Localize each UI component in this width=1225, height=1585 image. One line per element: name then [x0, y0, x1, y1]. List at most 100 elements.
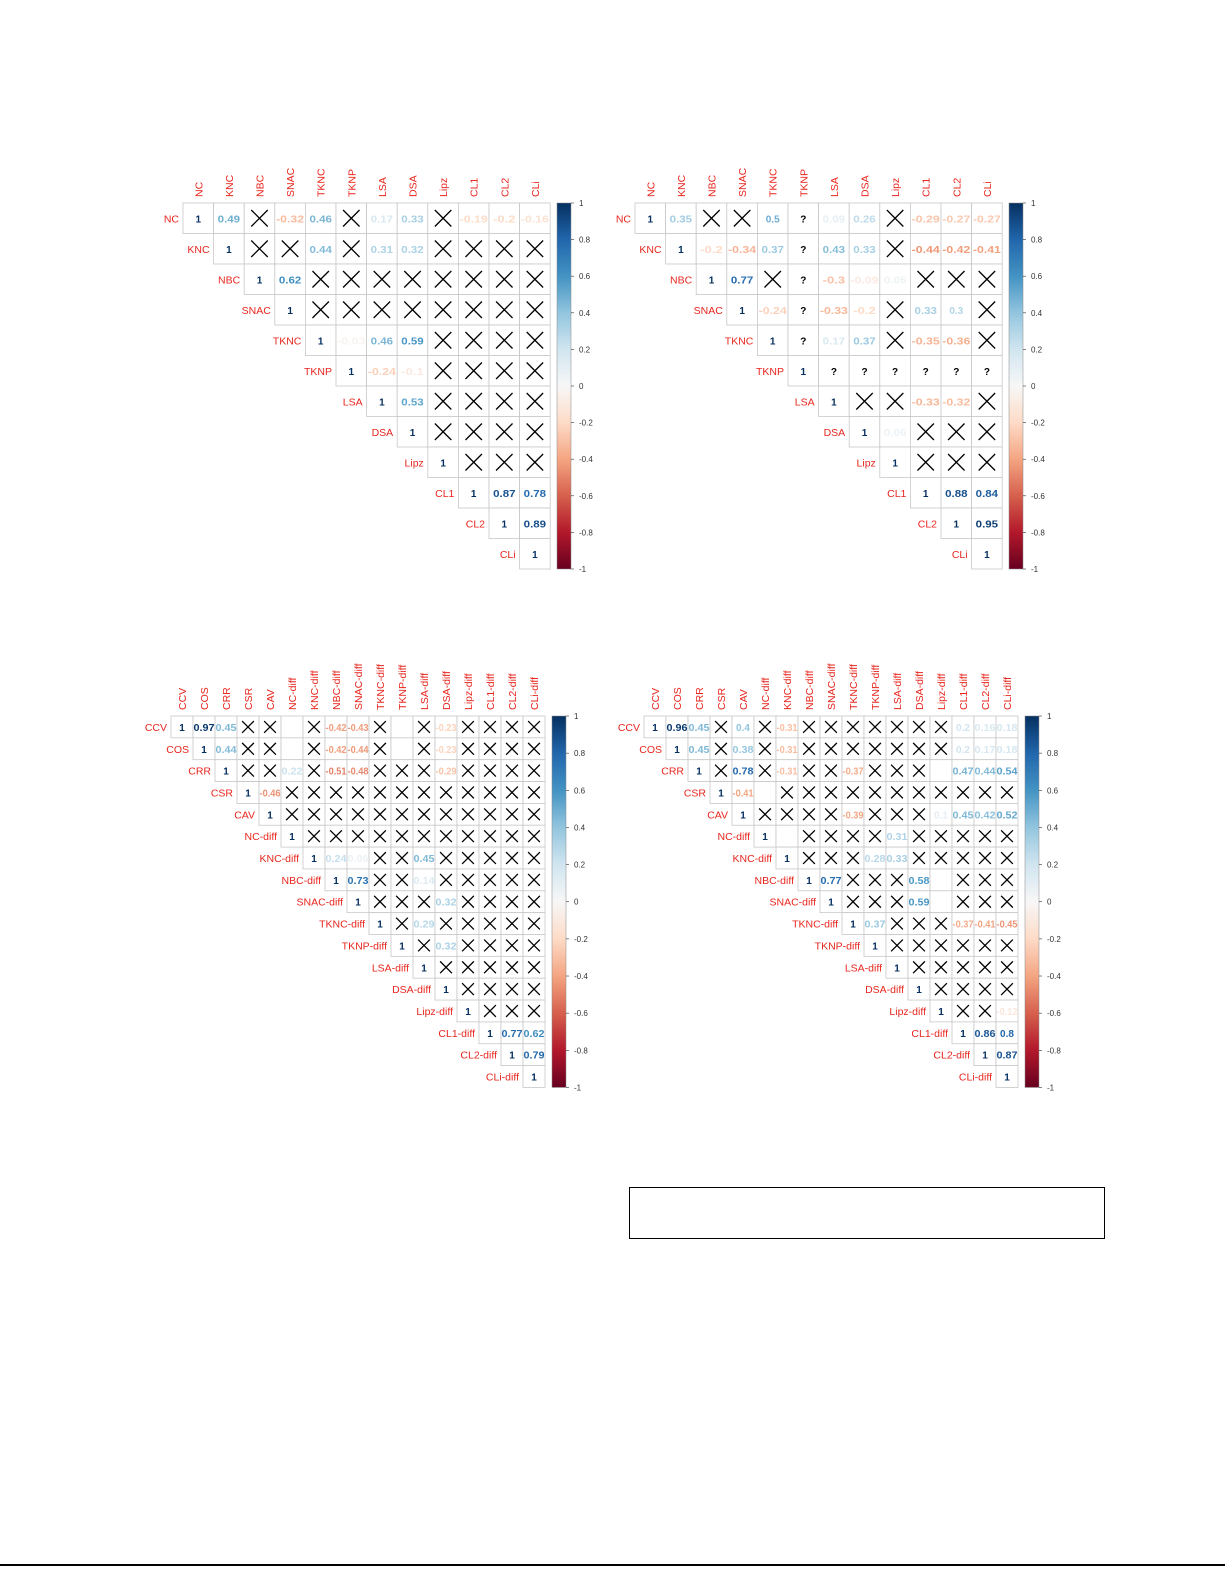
correlation-value: -0.31 [777, 767, 798, 778]
matrix-cell [366, 233, 398, 265]
cross-icon [764, 270, 782, 288]
cross-icon [527, 895, 541, 909]
cross-icon [917, 453, 935, 471]
column-label: TKNP-diff [870, 665, 882, 710]
cross-icon [527, 786, 541, 799]
cross-icon [934, 982, 948, 996]
cross-icon [824, 786, 838, 799]
cross-icon [912, 786, 926, 799]
cross-icon [285, 786, 299, 799]
column-label: TKNC-diff [375, 664, 387, 710]
cross-icon [434, 392, 452, 410]
cross-icon [714, 742, 728, 756]
matrix-cell [335, 355, 368, 387]
row-label: SNAC [242, 305, 272, 317]
matrix-cell [213, 233, 245, 265]
matrix-cell [848, 294, 881, 326]
cross-icon [505, 720, 519, 734]
cross-icon [886, 331, 904, 349]
correlation-value: -0.41 [733, 788, 754, 799]
colorbar-tick-label: 0.2 [1047, 861, 1059, 870]
correlation-value: 0.33 [915, 306, 938, 317]
cross-icon [1000, 851, 1014, 865]
colorbar-tick-label: -0.8 [574, 1046, 588, 1055]
matrix-cell [879, 263, 911, 295]
column-label: CL1 [469, 178, 481, 197]
cross-icon [846, 720, 860, 734]
matrix-cell [522, 1065, 546, 1088]
cross-icon [439, 807, 453, 821]
row-label: CL2-diff [460, 1050, 497, 1062]
row-label: NC-diff [245, 831, 278, 843]
cross-icon [373, 786, 387, 799]
cross-icon [758, 807, 772, 821]
matrix-cell [457, 202, 490, 234]
row-label: NC [616, 213, 632, 225]
cross-icon [978, 960, 992, 974]
missing-value-mark: ? [800, 306, 806, 317]
cross-icon [780, 807, 794, 821]
correlation-value: -0.29 [912, 214, 941, 225]
cross-icon [505, 786, 519, 799]
correlation-value: 0.45 [216, 723, 237, 734]
matrix-cell [757, 324, 789, 356]
cross-icon [465, 331, 483, 349]
colorbar-tick-label: -0.8 [579, 528, 593, 537]
correlation-value: 0.46 [310, 214, 333, 225]
empty-caption-box [629, 1187, 1105, 1239]
correlation-value: -0.12 [997, 1007, 1018, 1018]
row-label: COS [639, 744, 662, 756]
cross-icon [526, 331, 544, 349]
column-label: Lipz-diff [463, 673, 475, 710]
correlation-value: 1 [226, 245, 232, 256]
matrix-cell [879, 446, 911, 478]
matrix-cell [940, 294, 973, 326]
colorbar-tick-label: 0.4 [579, 309, 591, 318]
colorbar-tick-label: 0.6 [579, 272, 591, 281]
matrix-cell [390, 737, 414, 761]
missing-value-mark: ? [953, 367, 959, 378]
colorbar-tick-label: -0.4 [1031, 455, 1045, 464]
correlation-value: 0.14 [414, 876, 435, 887]
column-label: CRR [694, 687, 706, 710]
column-label: SNAC-diff [353, 663, 365, 710]
correlation-value: 0.49 [218, 214, 241, 225]
matrix-cell [457, 477, 490, 509]
column-label: NBC [255, 174, 267, 197]
cross-icon [373, 829, 387, 843]
correlation-value: 1 [289, 832, 295, 843]
cross-icon [439, 917, 453, 930]
missing-value-mark: ? [861, 367, 867, 378]
cross-icon [527, 829, 541, 843]
correlation-value: 0.3 [949, 306, 963, 317]
column-label: KNC [224, 174, 236, 197]
cross-icon [434, 209, 452, 227]
matrix-cell [787, 355, 820, 387]
cross-icon [527, 873, 541, 887]
cross-icon [1000, 939, 1014, 952]
correlation-value: 0.17 [823, 336, 846, 347]
column-label: KNC [676, 174, 688, 197]
cross-icon [263, 764, 277, 777]
cross-icon [527, 720, 541, 734]
matrix-cell [182, 202, 215, 234]
column-label: CCV [177, 688, 189, 710]
correlation-value: -0.45 [997, 920, 1018, 931]
cross-icon [373, 301, 391, 319]
correlation-value: -0.43 [348, 723, 369, 734]
cross-icon [978, 270, 996, 288]
correlation-value: -0.36 [942, 336, 971, 347]
column-label: TKNP-diff [397, 665, 409, 710]
colorbar-tick-label: 0.8 [579, 236, 591, 245]
row-label: CSR [211, 787, 234, 799]
correlation-value: 1 [377, 920, 383, 931]
correlation-value: 0.58 [909, 876, 930, 887]
correlation-value: 0.73 [348, 876, 369, 887]
correlation-value: -0.51 [326, 767, 347, 778]
column-label: NBC [707, 174, 719, 197]
colorbar-tick-label: -1 [579, 565, 587, 574]
row-label: NBC [670, 274, 693, 286]
cross-icon [465, 392, 483, 410]
cross-icon [307, 807, 321, 821]
cross-icon [465, 423, 483, 441]
